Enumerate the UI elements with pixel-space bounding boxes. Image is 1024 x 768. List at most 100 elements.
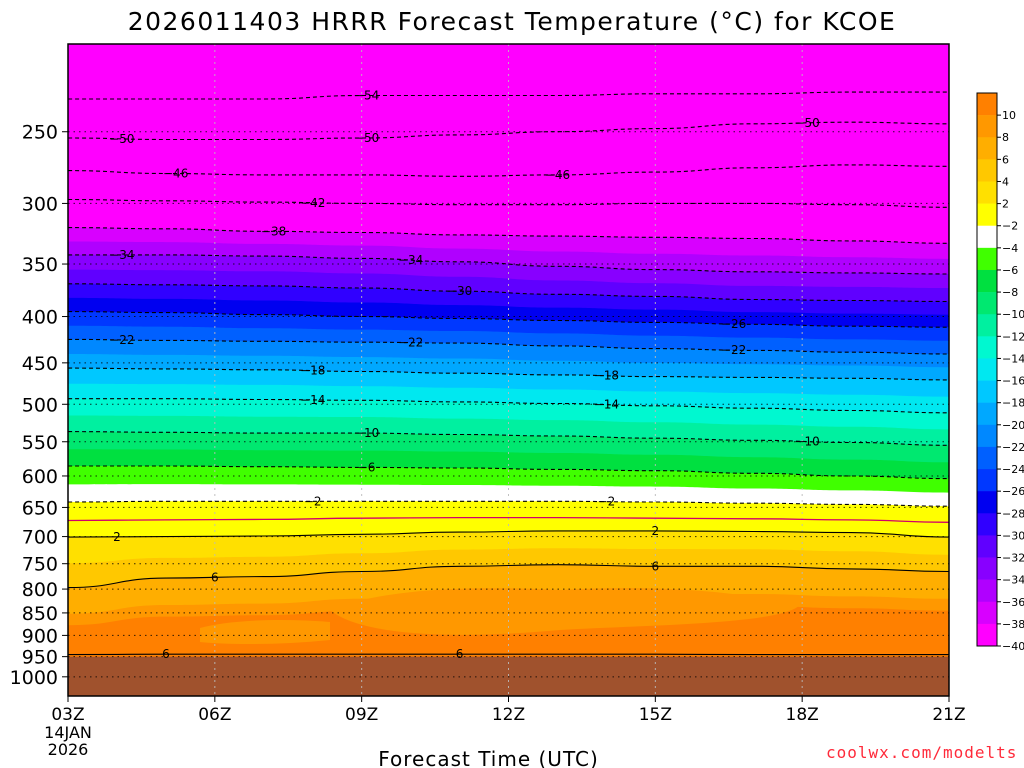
chart-title: 2026011403 HRRR Forecast Temperature (°C… xyxy=(128,7,897,36)
contour-label: −2 xyxy=(304,494,322,508)
colorbar-label: 8 xyxy=(1002,131,1009,144)
colorbar-label: 4 xyxy=(1002,175,1009,188)
colorbar-swatch xyxy=(977,424,997,448)
contour-label: −10 xyxy=(354,426,379,440)
y-tick-label: 500 xyxy=(22,394,58,416)
contour-2 xyxy=(67,530,950,538)
colorbar-swatch xyxy=(977,469,997,492)
colorbar-label: −38 xyxy=(1002,618,1024,631)
contour-label: −22 xyxy=(721,343,746,357)
colorbar-label: −20 xyxy=(1002,419,1024,432)
colorbar-swatch xyxy=(977,314,997,337)
contour-label: −14 xyxy=(300,393,325,407)
colorbar-label: −10 xyxy=(1002,308,1024,321)
band-warm-core xyxy=(330,588,800,635)
colorbar-label: −4 xyxy=(1002,242,1018,255)
y-tick-label: 900 xyxy=(22,625,58,647)
x-tick-label: 15Z xyxy=(639,705,672,725)
y-tick-label: 250 xyxy=(22,122,58,144)
y-tick-label: 700 xyxy=(22,527,58,549)
colorbar-label: −26 xyxy=(1002,485,1024,498)
contour-label: −2 xyxy=(598,495,616,509)
y-tick-label: 800 xyxy=(22,579,58,601)
contour-label: 6 xyxy=(652,559,660,573)
contour-label: −34 xyxy=(398,253,423,267)
contour-label: −54 xyxy=(354,89,379,103)
contour--34 xyxy=(68,254,950,275)
contour-label: −22 xyxy=(398,336,423,350)
contour-label: −26 xyxy=(721,317,746,331)
colorbar-swatch xyxy=(977,247,997,271)
colorbar-swatch xyxy=(977,203,997,227)
colorbar-label: −32 xyxy=(1002,552,1024,565)
colorbar-label: −12 xyxy=(1002,330,1024,343)
contour-label: −18 xyxy=(300,364,325,378)
contour--54 xyxy=(67,91,949,100)
y-tick-label: 750 xyxy=(22,554,58,576)
freezing-line xyxy=(67,516,950,523)
x-tick-label: 18Z xyxy=(786,705,819,725)
colorbar: 10 8 6 4 2 −2 −4 −6 −8 −10 −12 −14 −16 −18 −20 −22 −24 −2… xyxy=(976,92,1024,653)
colorbar-label: −16 xyxy=(1002,375,1024,388)
band-warm-core-west xyxy=(200,620,330,645)
colorbar-frame xyxy=(976,92,998,647)
colorbar-swatch xyxy=(977,623,997,647)
colorbar-swatch xyxy=(977,137,997,160)
colorbar-swatch xyxy=(977,181,997,204)
x-date-line1: 14JAN xyxy=(44,723,92,742)
contour-label: −30 xyxy=(447,284,472,298)
colorbar-swatch xyxy=(977,358,997,381)
colorbar-label: −2 xyxy=(1002,220,1018,233)
contour--42 xyxy=(67,198,950,208)
colorbar-label: 6 xyxy=(1002,153,1009,166)
contour-label: −18 xyxy=(594,369,619,383)
contour--46 xyxy=(67,164,950,177)
contour--38 xyxy=(67,227,950,244)
colorbar-label: −34 xyxy=(1002,574,1024,587)
colorbar-swatch xyxy=(977,535,997,558)
colorbar-label: −24 xyxy=(1002,463,1024,476)
y-tick-label: 400 xyxy=(22,307,58,329)
y-tick-label: 350 xyxy=(22,254,58,276)
contour-label: −42 xyxy=(300,196,325,210)
colorbar-label: −40 xyxy=(1002,640,1024,653)
contours: −54−50 −50−50−46 −46−42−38−34 −34−30−26−22−… xyxy=(67,89,950,661)
colorbar-swatch xyxy=(977,336,997,359)
contour-label: −6 xyxy=(358,460,376,474)
contour-label: −22 xyxy=(109,333,134,347)
x-tick-label: 06Z xyxy=(198,705,231,725)
contour-label: −34 xyxy=(109,248,134,262)
contour-label: 6 xyxy=(162,647,170,661)
colorbar-swatch xyxy=(977,159,997,182)
contour-label: 2 xyxy=(113,530,121,544)
contour--30 xyxy=(67,283,950,303)
colorbar-swatch xyxy=(977,601,997,625)
y-tick-label: 600 xyxy=(22,466,58,488)
contour-label: −38 xyxy=(261,224,286,238)
y-tick-label: 550 xyxy=(22,432,58,454)
colorbar-label: 10 xyxy=(1002,109,1016,122)
x-tick-label: 03Z xyxy=(51,705,84,725)
contour-label: −10 xyxy=(794,435,819,449)
contour-label: 6 xyxy=(456,647,464,661)
y-tick-label: 850 xyxy=(22,603,58,625)
colorbar-label: −30 xyxy=(1002,529,1024,542)
colorbar-label: 2 xyxy=(1002,198,1009,211)
contour-label: −50 xyxy=(109,132,134,146)
y-axis: 2503003504004505005506006507007508008509… xyxy=(10,122,68,689)
colorbar-swatch xyxy=(977,269,997,293)
contour-label: 2 xyxy=(652,524,660,538)
colorbar-swatch xyxy=(977,446,997,470)
y-tick-label: 950 xyxy=(22,647,58,669)
colorbar-swatch xyxy=(977,115,997,138)
contour-label: −14 xyxy=(594,398,619,412)
x-tick-label: 12Z xyxy=(492,705,525,725)
colorbar-label: −6 xyxy=(1002,264,1018,277)
contour-label: −46 xyxy=(163,167,188,181)
contour-label: −50 xyxy=(354,131,379,145)
credit-text: coolwx.com/modelts xyxy=(826,743,1018,762)
colorbar-label: −14 xyxy=(1002,352,1024,365)
colorbar-label: −22 xyxy=(1002,441,1024,454)
contour--22 xyxy=(67,338,950,355)
